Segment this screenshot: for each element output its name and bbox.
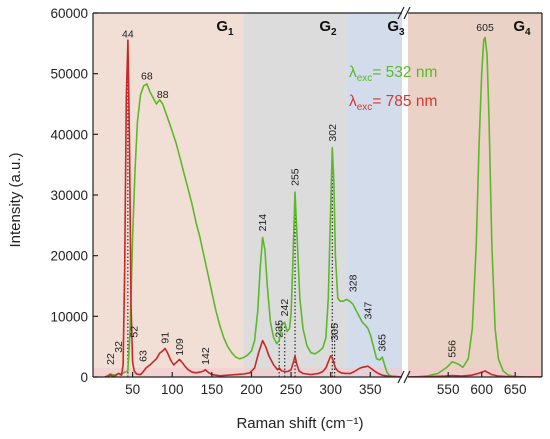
region-label-4: G4 bbox=[513, 18, 531, 38]
series-1-line-left bbox=[104, 83, 402, 377]
baseline-glow-right bbox=[408, 367, 542, 377]
x-tick-label-550: 550 bbox=[437, 382, 460, 397]
axis-break-mark-2a bbox=[397, 6, 405, 20]
peak-label-32: 32 bbox=[113, 341, 125, 353]
peak-label-109: 109 bbox=[174, 338, 186, 356]
region-band-1 bbox=[93, 13, 244, 377]
legend-entry-1: λexc= 532 nm bbox=[349, 64, 437, 84]
x-tick-label-50: 50 bbox=[125, 382, 140, 397]
y-tick-label-20000: 20000 bbox=[50, 249, 88, 264]
peak-label-44: 44 bbox=[122, 28, 134, 40]
x-axis-label: Raman shift (cm⁻¹) bbox=[236, 415, 363, 432]
region-label-2: G2 bbox=[319, 18, 337, 38]
series-2-line-left bbox=[104, 39, 402, 377]
region-label-1: G1 bbox=[216, 18, 234, 38]
peak-label-305: 305 bbox=[329, 323, 341, 341]
x-tick-label-100: 100 bbox=[161, 382, 184, 397]
dotted-peak-markers bbox=[127, 37, 336, 377]
x-tick-label-300: 300 bbox=[319, 382, 342, 397]
peak-label-91: 91 bbox=[160, 332, 172, 344]
peak-label-68: 68 bbox=[141, 71, 153, 83]
axis-break-mark-1b bbox=[403, 370, 411, 384]
y-tick-label-40000: 40000 bbox=[50, 127, 88, 142]
peak-label-63: 63 bbox=[137, 350, 149, 362]
y-tick-label-50000: 50000 bbox=[50, 67, 88, 82]
peak-label-328: 328 bbox=[347, 274, 359, 292]
series-1-line-right bbox=[408, 36, 542, 377]
x-tick-label-150: 150 bbox=[201, 382, 224, 397]
y-tick-label-0: 0 bbox=[80, 370, 88, 385]
region-bands bbox=[93, 13, 542, 377]
legend: λexc= 532 nm λexc= 785 nm bbox=[349, 64, 437, 113]
axes: 0 10000 20000 30000 40000 50000 60000 50 100 150 2… bbox=[50, 6, 543, 397]
y-tick-label-10000: 10000 bbox=[50, 309, 88, 324]
peak-label-235: 235 bbox=[274, 320, 286, 338]
region-band-4 bbox=[408, 13, 542, 377]
peak-label-142: 142 bbox=[200, 347, 212, 365]
peak-label-347: 347 bbox=[362, 302, 374, 320]
region-band-3 bbox=[346, 13, 402, 377]
y-tick-label-60000: 60000 bbox=[50, 6, 88, 21]
peak-label-556: 556 bbox=[447, 340, 459, 358]
series-left-segment bbox=[104, 39, 402, 377]
region-labels: G1 G2 G3 G4 bbox=[216, 18, 531, 38]
peak-label-52: 52 bbox=[129, 326, 141, 338]
region-label-3: G3 bbox=[387, 18, 405, 38]
peak-label-88: 88 bbox=[157, 89, 169, 101]
x-tick-label-350: 350 bbox=[359, 382, 382, 397]
axis-break-mark-1a bbox=[397, 370, 405, 384]
peak-label-242: 242 bbox=[279, 299, 291, 317]
x-tick-label-650: 650 bbox=[504, 382, 527, 397]
y-tick-label-30000: 30000 bbox=[50, 188, 88, 203]
x-tick-label-600: 600 bbox=[470, 382, 493, 397]
legend-entry-2: λexc= 785 nm bbox=[349, 93, 437, 113]
y-axis-label: Intensity (a.u.) bbox=[7, 152, 24, 247]
peak-label-22: 22 bbox=[105, 353, 117, 365]
peak-label-214: 214 bbox=[257, 214, 269, 232]
axis-break-mark-2b bbox=[403, 6, 411, 20]
peak-label-255: 255 bbox=[290, 168, 302, 186]
peak-label-302: 302 bbox=[327, 124, 339, 142]
peak-label-605: 605 bbox=[476, 22, 494, 34]
peak-label-365: 365 bbox=[377, 334, 389, 352]
x-tick-label-250: 250 bbox=[280, 382, 303, 397]
x-tick-label-200: 200 bbox=[240, 382, 263, 397]
